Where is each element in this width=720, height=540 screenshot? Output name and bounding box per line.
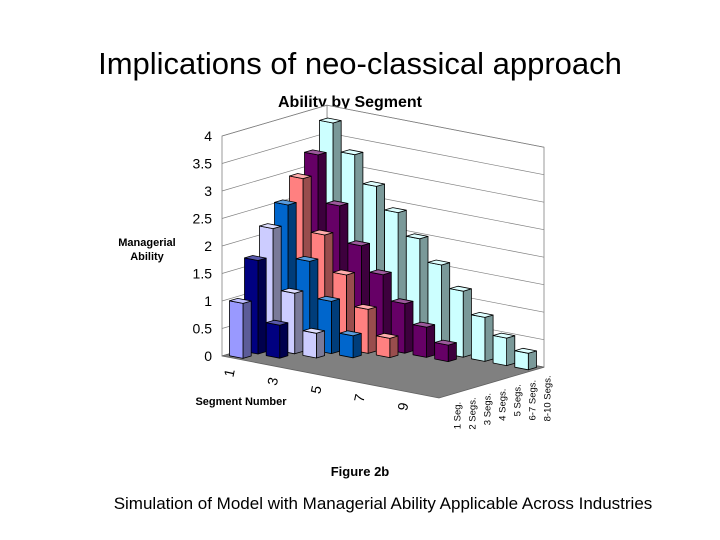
y-tick-label: 0.5 <box>193 321 213 337</box>
y-tick-label: 4 <box>204 128 212 144</box>
slide-title: Implications of neo-classical approach <box>98 46 622 81</box>
bar <box>412 324 427 358</box>
bar <box>229 300 244 359</box>
x-tick-label: 3 <box>264 376 281 387</box>
y-tick-label: 1 <box>204 293 212 309</box>
bar-top <box>362 180 386 187</box>
bar-top <box>375 332 399 339</box>
bar <box>492 335 508 367</box>
x-tick-label: 1 <box>221 367 238 378</box>
x-tick-label: 5 <box>307 384 324 395</box>
bar-side <box>352 332 362 359</box>
series-label: 1 Seg. <box>453 402 464 429</box>
bar-top <box>332 269 356 276</box>
series-label: 5 Segs. <box>513 384 524 416</box>
bar-top <box>289 173 312 180</box>
bar-top <box>340 149 364 156</box>
bar-side <box>447 342 457 363</box>
bar-top <box>304 149 327 156</box>
gridline <box>221 104 545 148</box>
bar <box>339 332 354 359</box>
bar-top <box>317 295 341 302</box>
bar <box>470 314 486 362</box>
figure-label: Figure 2b <box>330 464 390 479</box>
bar-top <box>274 199 297 206</box>
x-tick-label: 7 <box>351 392 368 403</box>
bar-top <box>427 259 451 266</box>
y-tick-label: 0 <box>204 348 212 364</box>
bar-top <box>412 321 436 328</box>
bar-top <box>492 332 516 339</box>
bar-side <box>389 335 399 359</box>
bar-side <box>257 257 267 355</box>
y-axis-title-text: Managerial Ability <box>118 237 176 263</box>
bar <box>265 322 281 359</box>
bar-top <box>434 339 457 346</box>
caption: Simulation of Model with Managerial Abil… <box>113 494 653 513</box>
bar-top <box>295 255 319 262</box>
bar-top <box>265 319 289 326</box>
bar <box>302 330 317 359</box>
bar-side <box>279 322 289 359</box>
series-label: 3 Segs. <box>483 393 494 425</box>
x-tick-label: 9 <box>394 401 411 412</box>
series-label: 8-10 Segs. <box>543 375 554 421</box>
chart-title: Ability by Segment <box>277 94 423 111</box>
bar-top <box>384 207 407 214</box>
y-tick-label: 2.5 <box>193 211 213 227</box>
x-axis-title: Segment Number <box>195 396 287 408</box>
bar-top <box>390 298 414 305</box>
bar-top <box>244 255 267 261</box>
bar <box>434 342 449 363</box>
bar-side <box>426 324 436 358</box>
bar <box>375 335 391 359</box>
bar-side <box>527 350 537 371</box>
bar-top <box>325 200 349 207</box>
bar-side <box>367 306 377 354</box>
y-axis-title: Managerial Ability <box>108 236 186 264</box>
bar-top <box>229 297 252 304</box>
y-tick-label: 2 <box>204 238 212 254</box>
bar-top <box>302 327 326 334</box>
bar-top <box>280 287 304 294</box>
bar-side <box>462 288 472 358</box>
bar-side <box>441 262 451 354</box>
y-tick-label: 3.5 <box>193 156 213 172</box>
bar-top <box>449 285 472 292</box>
bar-side <box>294 290 304 355</box>
y-tick-label: 1.5 <box>193 266 213 282</box>
series-label: 6-7 Segs. <box>528 380 539 421</box>
series-label: 2 Segs. <box>468 397 479 429</box>
bar-side <box>484 314 494 362</box>
bar-top <box>339 330 362 337</box>
bar-top <box>369 269 392 276</box>
bar-side <box>330 298 341 355</box>
bar-side <box>315 330 326 359</box>
y-tick-label: 3 <box>204 183 212 199</box>
bar-side <box>404 300 414 354</box>
bar-side <box>506 335 516 367</box>
bar-top <box>354 303 377 310</box>
bar <box>514 350 529 371</box>
bar-side <box>242 300 252 359</box>
bar-top <box>470 311 494 318</box>
bar-top <box>347 240 371 247</box>
bar-top <box>259 223 282 230</box>
bar-top <box>514 347 537 354</box>
bar-top <box>310 229 334 236</box>
bar-top <box>405 233 429 240</box>
bar-top <box>319 117 342 124</box>
series-label: 4 Segs. <box>498 389 509 421</box>
